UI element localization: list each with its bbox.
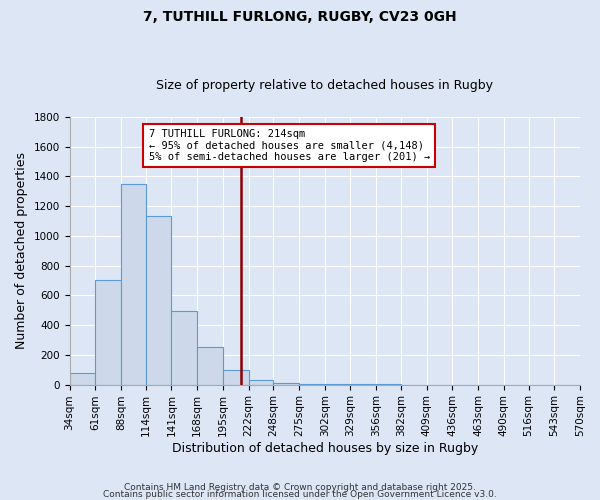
Bar [172, 311, 197, 384]
X-axis label: Distribution of detached houses by size in Rugby: Distribution of detached houses by size … [172, 442, 478, 455]
Bar [248, 380, 274, 384]
Y-axis label: Number of detached properties: Number of detached properties [15, 152, 28, 349]
Text: 7, TUTHILL FURLONG, RUGBY, CV23 0GH: 7, TUTHILL FURLONG, RUGBY, CV23 0GH [143, 10, 457, 24]
Text: Contains HM Land Registry data © Crown copyright and database right 2025.: Contains HM Land Registry data © Crown c… [124, 484, 476, 492]
Bar [121, 184, 146, 384]
Bar [95, 280, 121, 384]
Bar [146, 216, 172, 384]
Text: 7 TUTHILL FURLONG: 214sqm
← 95% of detached houses are smaller (4,148)
5% of sem: 7 TUTHILL FURLONG: 214sqm ← 95% of detac… [149, 129, 430, 162]
Title: Size of property relative to detached houses in Rugby: Size of property relative to detached ho… [156, 79, 493, 92]
Bar [70, 374, 95, 384]
Bar [223, 370, 248, 384]
Text: Contains public sector information licensed under the Open Government Licence v3: Contains public sector information licen… [103, 490, 497, 499]
Bar [197, 346, 223, 385]
